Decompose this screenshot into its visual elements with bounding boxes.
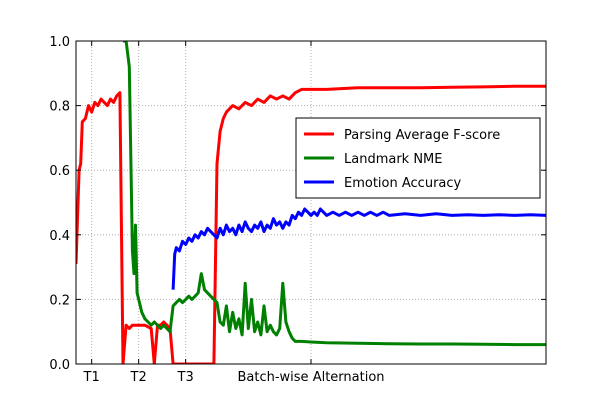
x-axis-ticks: T1 T2 T3 Batch-wise Alternation xyxy=(83,41,385,385)
series-line-3 xyxy=(171,207,546,290)
legend: Parsing Average F-score Landmark NME Emoti… xyxy=(295,117,541,199)
x-tick-label: Batch-wise Alternation xyxy=(237,370,384,385)
y-tick-label: 0.0 xyxy=(49,358,70,373)
legend-label: Parsing Average F-score xyxy=(344,128,500,143)
legend-label: Landmark NME xyxy=(344,152,443,167)
y-tick-label: 1.0 xyxy=(49,35,70,50)
plot-background xyxy=(76,41,546,364)
series-line-2 xyxy=(123,41,546,347)
y-tick-label: 0.4 xyxy=(49,229,70,244)
legend-frame xyxy=(295,117,541,199)
x-tick-label: T2 xyxy=(130,370,147,385)
series-lines xyxy=(76,41,546,364)
x-tick-label: T3 xyxy=(177,370,194,385)
legend-label: Emotion Accuracy xyxy=(344,176,462,191)
y-tick-label: 0.8 xyxy=(49,100,70,115)
y-axis-ticks: 0.0 0.2 0.4 0.6 0.8 1.0 xyxy=(49,35,546,373)
y-tick-label: 0.6 xyxy=(49,164,70,179)
y-tick-label: 0.2 xyxy=(49,293,70,308)
x-tick-label: T1 xyxy=(83,370,100,385)
